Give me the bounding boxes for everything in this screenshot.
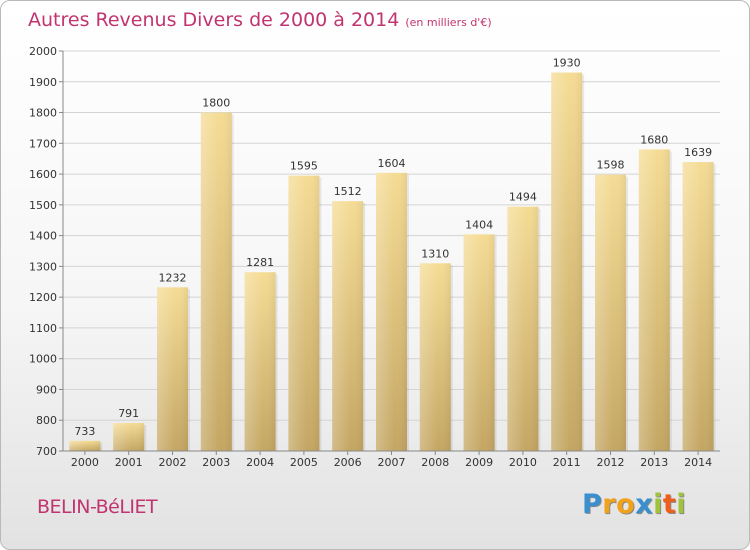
bar-highlight bbox=[200, 112, 232, 452]
x-tick-label: 2009 bbox=[465, 456, 493, 469]
x-tick-label: 2003 bbox=[202, 456, 230, 469]
data-label: 1310 bbox=[421, 247, 449, 260]
data-label: 1680 bbox=[640, 133, 668, 146]
y-tick-label: 1800 bbox=[29, 107, 57, 120]
x-tick-label: 2004 bbox=[246, 456, 274, 469]
y-tick-label: 2000 bbox=[29, 45, 57, 58]
x-tick-label: 2012 bbox=[597, 456, 625, 469]
bar-highlight bbox=[332, 201, 364, 451]
y-tick-label: 1900 bbox=[29, 76, 57, 89]
bar-highlight bbox=[157, 287, 188, 451]
y-tick-label: 1300 bbox=[29, 260, 57, 273]
bar-highlight bbox=[595, 174, 626, 451]
bar-highlight bbox=[113, 423, 145, 451]
logo-letter: t bbox=[662, 489, 677, 520]
logo-letter: o bbox=[616, 489, 636, 520]
y-tick-label: 900 bbox=[36, 383, 57, 396]
y-tick-label: 1200 bbox=[29, 291, 57, 304]
y-tick-label: 1100 bbox=[29, 322, 57, 335]
data-label: 1494 bbox=[509, 191, 537, 204]
logo-letter: i bbox=[653, 489, 663, 520]
x-tick-label: 2007 bbox=[378, 456, 406, 469]
bar-highlight bbox=[288, 175, 320, 451]
logo-letter: x bbox=[635, 489, 654, 520]
data-label: 1512 bbox=[334, 185, 362, 198]
bar-highlight bbox=[244, 272, 276, 451]
y-tick-label: 1400 bbox=[29, 230, 57, 243]
bar-highlight bbox=[551, 72, 583, 452]
x-tick-label: 2008 bbox=[421, 456, 449, 469]
bar-highlight bbox=[507, 206, 539, 451]
chart-title: Autres Revenus Divers de 2000 à 2014 (en … bbox=[28, 9, 492, 31]
title-main: Autres Revenus Divers de 2000 à 2014 bbox=[28, 9, 400, 31]
x-tick-label: 2013 bbox=[640, 456, 668, 469]
bar-highlight bbox=[638, 149, 670, 451]
axes: 700 800 900 1000 1100 1200 1300 1400 1500 1600 170… bbox=[29, 45, 720, 469]
data-label: 1281 bbox=[246, 256, 274, 269]
x-tick-label: 2011 bbox=[553, 456, 581, 469]
y-tick-label: 1700 bbox=[29, 137, 57, 150]
data-label: 1595 bbox=[290, 160, 318, 173]
proxiti-logo: Proxiti bbox=[582, 489, 686, 520]
x-tick-label: 2000 bbox=[71, 456, 99, 469]
data-label: 1232 bbox=[159, 271, 187, 284]
data-label: 1404 bbox=[465, 218, 493, 231]
data-label: 791 bbox=[118, 407, 139, 420]
x-tick-label: 2002 bbox=[159, 456, 187, 469]
bar-highlight bbox=[463, 234, 495, 451]
data-label: 1800 bbox=[202, 97, 230, 110]
bar-highlight bbox=[419, 263, 451, 451]
y-tick-label: 1600 bbox=[29, 168, 57, 181]
y-tick-label: 1500 bbox=[29, 199, 57, 212]
x-tick-label: 2006 bbox=[334, 456, 362, 469]
y-tick-label: 1000 bbox=[29, 353, 57, 366]
x-tick-label: 2005 bbox=[290, 456, 318, 469]
data-label: 733 bbox=[74, 425, 95, 438]
x-tick-label: 2014 bbox=[684, 456, 712, 469]
bar-highlight bbox=[376, 172, 407, 451]
bar-highlight bbox=[682, 162, 714, 452]
y-tick-label: 800 bbox=[36, 414, 57, 427]
bars: 733 791 1232 1800 1281 1595 1512 1604 1310 1404 14… bbox=[69, 57, 716, 452]
data-label: 1604 bbox=[378, 157, 406, 170]
y-tick-label: 700 bbox=[36, 445, 57, 458]
title-unit: (en milliers d'€) bbox=[405, 16, 492, 29]
place-name: BELIN-BéLIET bbox=[37, 496, 158, 518]
data-label: 1930 bbox=[553, 57, 581, 70]
data-label: 1639 bbox=[684, 146, 712, 159]
logo-letter: r bbox=[602, 489, 617, 520]
x-tick-label: 2001 bbox=[115, 456, 143, 469]
data-label: 1598 bbox=[597, 159, 625, 172]
bar-highlight bbox=[69, 440, 101, 451]
logo-letter: P bbox=[582, 489, 603, 520]
logo-letter: i bbox=[676, 489, 687, 520]
x-tick-label: 2010 bbox=[509, 456, 537, 469]
